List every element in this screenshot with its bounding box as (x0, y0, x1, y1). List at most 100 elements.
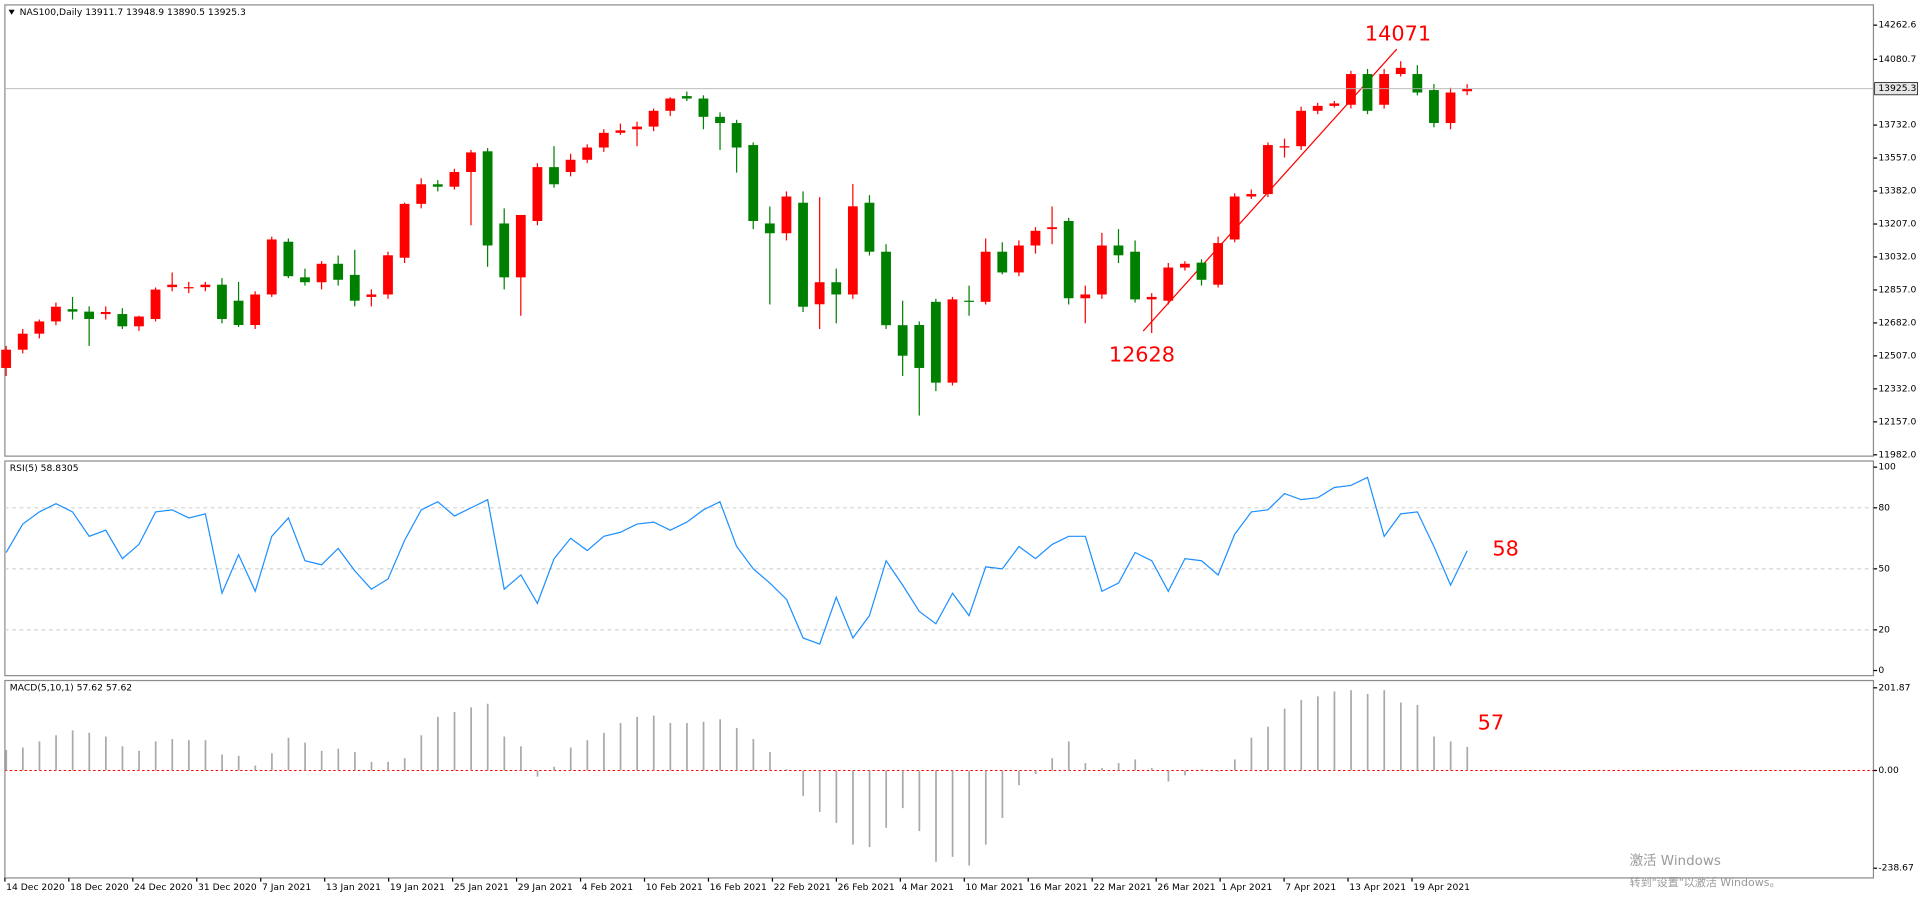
y-tick-label: 14080.7 (1878, 54, 1916, 65)
rsi-header: RSI(5) 58.8305 (10, 463, 79, 474)
macd-bar (387, 761, 389, 771)
candle-body (1047, 227, 1057, 230)
macd-bar (1184, 770, 1186, 776)
candle-body (1462, 88, 1473, 92)
macd-bar (553, 766, 555, 771)
candle-body (1196, 262, 1207, 280)
candle-body (914, 325, 925, 368)
candle-body (449, 172, 460, 187)
y-tick-label: -238.67 (1878, 863, 1914, 874)
candle-body (1063, 221, 1074, 299)
candle-body (897, 325, 908, 356)
candle-body (515, 214, 526, 278)
candle-body (117, 314, 128, 327)
candle-body (582, 147, 593, 160)
y-tick-label: 14262.6 (1878, 20, 1916, 31)
candle-body (632, 126, 642, 130)
candle-body (1329, 103, 1340, 106)
candle-body (1130, 251, 1140, 300)
candle-body (1, 349, 12, 368)
macd-bar (304, 742, 306, 771)
x-tick-label: 25 Jan 2021 (454, 882, 509, 893)
y-tick-label: 201.87 (1878, 682, 1910, 693)
macd-bar (403, 758, 406, 771)
macd-bar (951, 770, 954, 857)
x-tick-label: 19 Jan 2021 (390, 882, 445, 893)
macd-bar (1333, 691, 1336, 771)
annotation: 14071 (1365, 21, 1431, 45)
macd-bar (1067, 741, 1070, 771)
candle-body (731, 123, 742, 148)
annotation: 12628 (1109, 343, 1175, 367)
y-tick-label: 20 (1878, 624, 1890, 635)
x-tick-label: 16 Mar 2021 (1029, 882, 1087, 893)
candle-body (1346, 74, 1356, 105)
candle-body (1030, 230, 1041, 246)
candle-body (266, 239, 277, 295)
candle-body (349, 274, 360, 301)
macd-bar (1001, 770, 1004, 818)
candle-body (681, 96, 692, 99)
macd-header: MACD(5,10,1) 57.62 57.62 (10, 682, 132, 693)
macd-bar (1117, 763, 1120, 771)
candle-body (1080, 294, 1091, 299)
macd-bar (1018, 770, 1020, 786)
x-tick-label: 10 Feb 2021 (646, 882, 703, 893)
candle-body (1113, 245, 1124, 256)
x-tick-label: 24 Dec 2020 (134, 882, 193, 893)
y-tick-label: 100 (1878, 462, 1896, 473)
macd-bar (5, 750, 8, 771)
macd-bar (918, 770, 921, 832)
macd-bar (686, 722, 688, 771)
candle-body (748, 145, 759, 222)
macd-bar (71, 730, 74, 771)
x-tick-label: 18 Dec 2020 (70, 882, 129, 893)
macd-bar (901, 770, 904, 809)
candle-body (881, 251, 891, 326)
macd-bar (1200, 769, 1203, 771)
y-tick-label: 0.00 (1878, 765, 1899, 776)
macd-bar (370, 761, 373, 771)
macd-bar (21, 747, 24, 771)
macd-bar (852, 770, 854, 845)
candle-body (798, 202, 808, 307)
candle-body (1179, 263, 1190, 268)
macd-bar (55, 735, 57, 771)
candle-body (648, 110, 659, 127)
candle-body (847, 206, 858, 295)
macd-bar (619, 722, 622, 771)
macd-bar (1416, 704, 1419, 771)
macd-bar (636, 716, 638, 771)
macd-bar (1399, 702, 1402, 771)
macd-bar (154, 741, 157, 771)
x-tick-label: 4 Feb 2021 (582, 882, 633, 893)
candle-body (100, 312, 111, 315)
candle-body (399, 203, 410, 258)
macd-bar (968, 770, 971, 866)
macd-bar (254, 765, 257, 771)
menu-triangle[interactable] (8, 9, 15, 15)
x-tick-label: 7 Apr 2021 (1285, 882, 1336, 893)
macd-bar (1383, 690, 1386, 771)
candle-body (383, 255, 393, 295)
candle-body (51, 306, 61, 322)
candle-body (67, 309, 78, 312)
macd-bar (121, 746, 124, 771)
y-tick-label: 13557.0 (1878, 153, 1916, 164)
candle-body (980, 251, 991, 302)
candle-body (549, 167, 559, 185)
candle-body (416, 184, 427, 204)
y-tick-label: 12507.0 (1878, 350, 1916, 361)
main-header: NAS100,Daily 13911.7 13948.9 13890.5 139… (20, 7, 246, 18)
y-tick-label: 13382.0 (1878, 186, 1916, 197)
macd-bar (669, 722, 672, 771)
candle-body (715, 116, 725, 124)
candle-body (764, 223, 775, 234)
y-tick-label: 11982.0 (1878, 449, 1916, 460)
candle-body (1246, 194, 1257, 197)
candle-body (1445, 92, 1456, 124)
macd-bar (1084, 763, 1087, 771)
x-tick-label: 22 Mar 2021 (1093, 882, 1151, 893)
candle-body (665, 98, 676, 111)
